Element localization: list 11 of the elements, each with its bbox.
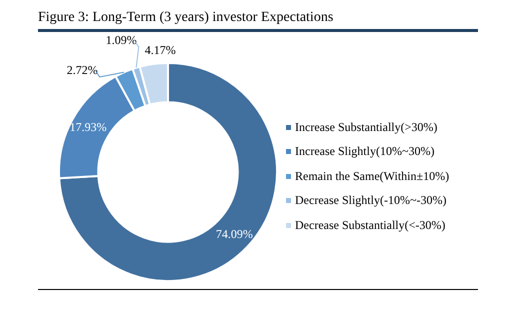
data-label: 4.17% — [144, 43, 176, 58]
data-label: 17.93% — [70, 120, 107, 134]
legend-label: Increase Slightly(10%~30%) — [295, 144, 434, 160]
data-label: 74.09% — [216, 226, 253, 241]
data-label: 2.72% — [66, 63, 98, 78]
chart-title: Figure 3: Long-Term (3 years) investor Expectations — [38, 10, 478, 32]
legend-label: Decrease Substantially(<-30%) — [295, 218, 446, 233]
data-label: 1.09% — [106, 33, 137, 48]
legend-label: Decrease Slightly(-10%~-30%) — [295, 193, 446, 208]
legend-label: Increase Substantially(>30%) — [295, 120, 438, 135]
legend-label: Remain the Same(Within±10%) — [295, 168, 450, 184]
